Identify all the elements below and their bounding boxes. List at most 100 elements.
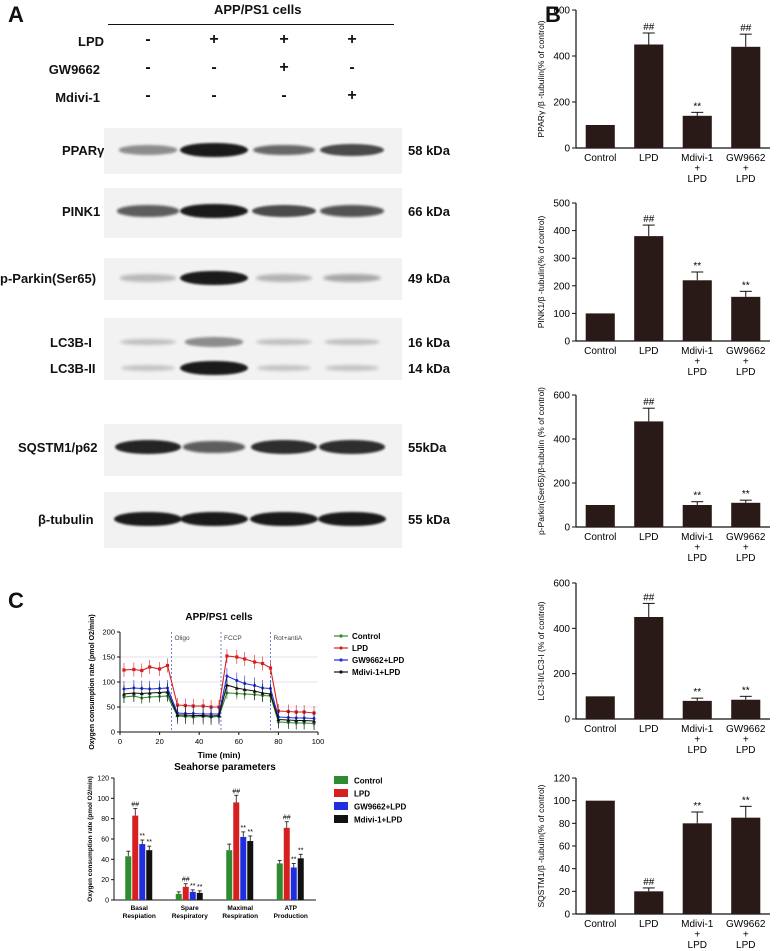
- blot-band: [180, 142, 248, 158]
- bar: [731, 817, 761, 914]
- bar: [731, 502, 761, 527]
- treatment-sign: -: [211, 59, 217, 76]
- treatment-sign: +: [279, 31, 289, 48]
- significance-mark: **: [291, 856, 297, 863]
- blot-band: [116, 205, 180, 217]
- data-point: [165, 663, 170, 668]
- category-label: +: [694, 357, 700, 368]
- bar: [132, 815, 139, 900]
- category-label: LPD: [736, 940, 755, 951]
- y-tick-label: 80: [559, 819, 571, 830]
- category-label: Production: [274, 913, 308, 920]
- blot-band: [180, 270, 248, 286]
- category-label: Mdivi-1: [681, 153, 714, 164]
- blot-kda-label: 16 kDa: [408, 335, 450, 350]
- bar: [125, 856, 132, 900]
- treatment-label: LPD: [78, 34, 104, 49]
- treatment-sign: -: [145, 59, 151, 76]
- treatment-sign: -: [145, 87, 151, 104]
- category-label: LPD: [688, 553, 707, 564]
- data-point: [140, 668, 144, 673]
- y-tick-label: 400: [553, 624, 570, 635]
- y-tick-label: 0: [105, 898, 109, 905]
- category-label: GW9662: [726, 724, 766, 735]
- blot-strip: [104, 492, 402, 548]
- category-label: +: [694, 543, 700, 554]
- data-point: [201, 713, 206, 718]
- y-tick-label: 100: [97, 796, 109, 803]
- blot-band: [252, 204, 316, 218]
- significance-mark: **: [190, 883, 196, 890]
- category-label: Respiation: [123, 913, 156, 920]
- cell-line-title: APP/PS1 cells: [214, 2, 302, 17]
- y-axis-label: p-Parkin(Ser65)/β-tubulin (% of control): [536, 387, 546, 535]
- bar: [233, 802, 240, 900]
- bar: [634, 891, 664, 914]
- bar: [682, 823, 712, 914]
- legend-label: Control: [352, 632, 380, 641]
- significance-mark: **: [298, 847, 304, 854]
- blot-strip: [104, 188, 402, 238]
- data-point: [122, 668, 126, 672]
- category-label: Spare: [181, 905, 199, 912]
- blot-strip: [104, 258, 402, 300]
- significance-mark: **: [742, 489, 750, 500]
- data-point: [260, 661, 265, 666]
- category-label: Mdivi-1: [681, 724, 714, 735]
- category-label: +: [694, 930, 700, 941]
- blot-band: [180, 511, 248, 527]
- panel-c-label: C: [8, 588, 24, 613]
- seahorse-bar-chart: Seahorse parameters 0 20 40 60 80 100 120Oxygen…: [87, 762, 406, 920]
- significance-mark: ##: [740, 23, 752, 34]
- category-label: Control: [584, 532, 616, 543]
- bar: [226, 850, 233, 900]
- panel-a-label: A: [8, 2, 24, 27]
- data-point: [147, 691, 152, 695]
- bar: [276, 863, 283, 900]
- y-tick-label: 20: [101, 877, 109, 884]
- panel-b-label: B: [545, 2, 561, 27]
- x-tick-label: 20: [155, 737, 163, 746]
- blot-band: [318, 511, 386, 527]
- y-tick-label: 40: [101, 857, 109, 864]
- data-point: [302, 718, 307, 723]
- bar: [585, 696, 615, 719]
- y-tick-label: 120: [97, 776, 109, 783]
- treatment-label: Mdivi-1: [55, 90, 100, 105]
- x-tick-label: 40: [195, 737, 203, 746]
- y-tick-label: 200: [553, 98, 570, 109]
- significance-mark: **: [248, 829, 254, 836]
- blot-kda-label: 55 kDa: [408, 512, 450, 527]
- data-point: [276, 717, 281, 722]
- bar: [682, 505, 712, 527]
- blot-protein-label: LC3B-II: [50, 361, 96, 376]
- bar: [189, 891, 196, 900]
- bar: [240, 836, 247, 900]
- y-axis-label: LC3-II/LC3-I (% of control): [536, 601, 546, 700]
- seahorse-chart-title: Seahorse parameters: [174, 762, 276, 773]
- y-tick-label: 0: [564, 910, 570, 921]
- category-label: Basal: [131, 905, 149, 912]
- blot-band: [182, 441, 246, 453]
- treatment-sign: -: [349, 59, 355, 76]
- legend-swatch: [334, 789, 348, 797]
- significance-mark: ##: [232, 788, 240, 795]
- data-point: [268, 692, 273, 696]
- category-label: LPD: [688, 745, 707, 756]
- category-label: GW9662: [726, 532, 766, 543]
- blot-strip: [104, 318, 402, 380]
- significance-mark: ##: [643, 592, 655, 603]
- legend-label: GW9662+LPD: [354, 803, 406, 812]
- significance-mark: ##: [283, 815, 291, 822]
- y-tick-label: 150: [102, 653, 115, 662]
- bar: [585, 800, 615, 914]
- blot-protein-label: SQSTM1/p62: [18, 440, 98, 455]
- treatment-label: GW9662: [48, 62, 100, 77]
- y-tick-label: 0: [564, 337, 570, 348]
- category-label: GW9662: [726, 919, 766, 930]
- blot-band: [118, 145, 178, 155]
- bar: [682, 280, 712, 341]
- ocr-line-chart: APP/PS1 cells Oligo FCCP Rot+antiA 0 20 40 60 80…: [89, 612, 404, 760]
- treatment-sign: -: [145, 31, 151, 48]
